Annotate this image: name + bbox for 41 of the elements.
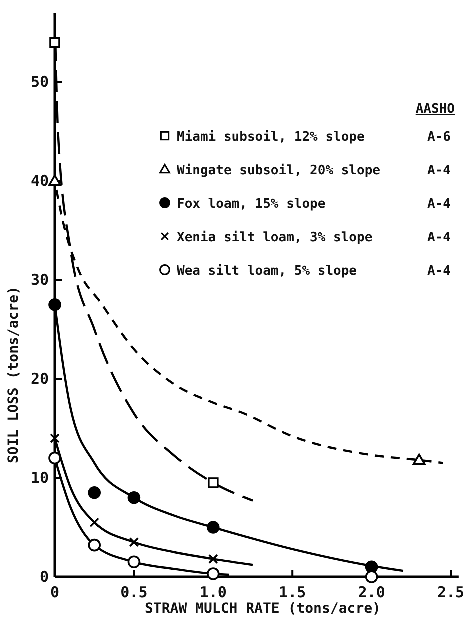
y-tick-label: 0 — [40, 568, 49, 586]
legend-label: Xenia silt loam, 3% slope — [177, 230, 373, 246]
annotation: A-6 — [428, 130, 452, 145]
legend-label: Wingate subsoil, 20% slope — [177, 164, 381, 178]
x-tick-label: 1.0 — [200, 584, 227, 602]
y-axis-title: SOIL LOSS (tons/acre) — [6, 286, 22, 464]
point — [207, 521, 220, 534]
legend-label: Miami subsoil, 12% slope — [177, 130, 366, 145]
x-axis-title: STRAW MULCH RATE (tons/acre) — [144, 601, 382, 617]
x-tick-label: 2.0 — [358, 584, 386, 602]
y-tick-label: 20 — [30, 370, 49, 388]
y-tick-label: 30 — [30, 270, 49, 289]
legend-label: Wea silt loam, 5% slope — [177, 264, 358, 279]
legend-title: AASHO — [416, 102, 456, 117]
point — [48, 174, 62, 186]
annotation: A-4 — [428, 230, 452, 246]
point — [207, 568, 220, 580]
point — [208, 478, 219, 488]
point — [128, 491, 141, 504]
point — [365, 570, 378, 584]
point — [50, 37, 60, 48]
y-tick-label: 50 — [30, 73, 49, 92]
annotation: A-4 — [428, 164, 452, 178]
point — [128, 556, 141, 569]
point — [48, 452, 62, 465]
point — [412, 454, 426, 466]
point — [88, 538, 101, 552]
point — [88, 486, 101, 500]
annotation: A-4 — [428, 197, 452, 212]
point — [208, 554, 218, 564]
point — [129, 537, 140, 548]
point — [50, 434, 60, 444]
legend-label: Fox loam, 15% slope — [177, 197, 326, 212]
x-tick-label: 1.5 — [279, 584, 306, 602]
x-tick-label: 0.5 — [120, 584, 148, 602]
y-tick-label: 10 — [30, 468, 49, 487]
point — [48, 298, 62, 312]
point — [90, 518, 100, 528]
y-tick-label: 40 — [30, 172, 49, 190]
x-tick-label: 2.5 — [437, 584, 465, 602]
annotation: A-4 — [428, 264, 452, 279]
